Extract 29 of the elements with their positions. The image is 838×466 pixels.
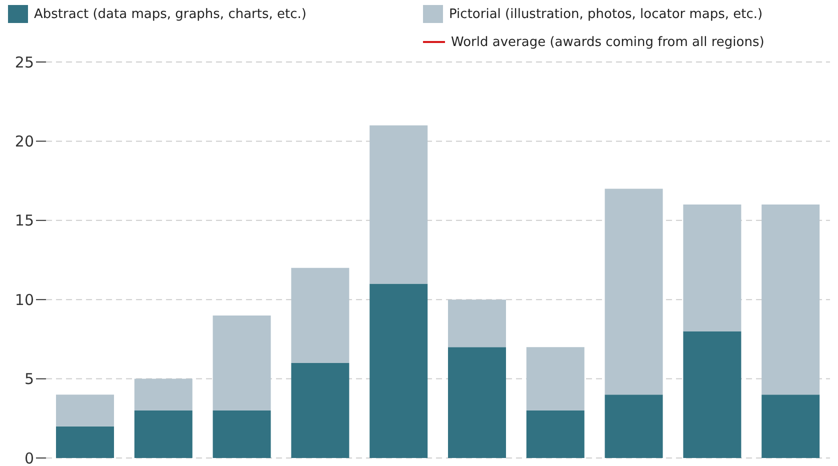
y-tick-label: 20	[14, 132, 34, 151]
bar	[134, 410, 192, 458]
bar	[526, 410, 584, 458]
y-tick-label: 5	[24, 370, 34, 388]
bar	[56, 426, 114, 458]
bar	[604, 188, 663, 395]
y-tick-label: 15	[14, 212, 34, 230]
bar	[448, 300, 506, 348]
bar	[762, 394, 820, 458]
bar	[134, 378, 192, 410]
bar	[683, 204, 742, 332]
y-tick-label: 0	[24, 449, 34, 466]
bar	[370, 284, 428, 458]
y-tick-label: 25	[14, 53, 34, 72]
bar	[212, 315, 271, 410]
bar	[291, 362, 350, 458]
bar	[56, 394, 114, 426]
y-tick-label: 10	[14, 290, 34, 309]
bar	[604, 394, 663, 458]
bar	[370, 125, 428, 284]
legend-label: World average (awards coming from all regions)	[451, 34, 764, 50]
legend-label: Pictorial (illustration, photos, locator maps, etc.)	[449, 6, 763, 22]
bar	[291, 268, 350, 363]
legend-label: Abstract (data maps, graphs, charts, etc.)	[34, 6, 306, 22]
bar	[683, 331, 742, 458]
bar	[526, 347, 584, 410]
bar	[212, 410, 271, 458]
bar	[448, 347, 506, 458]
bar	[762, 204, 820, 395]
